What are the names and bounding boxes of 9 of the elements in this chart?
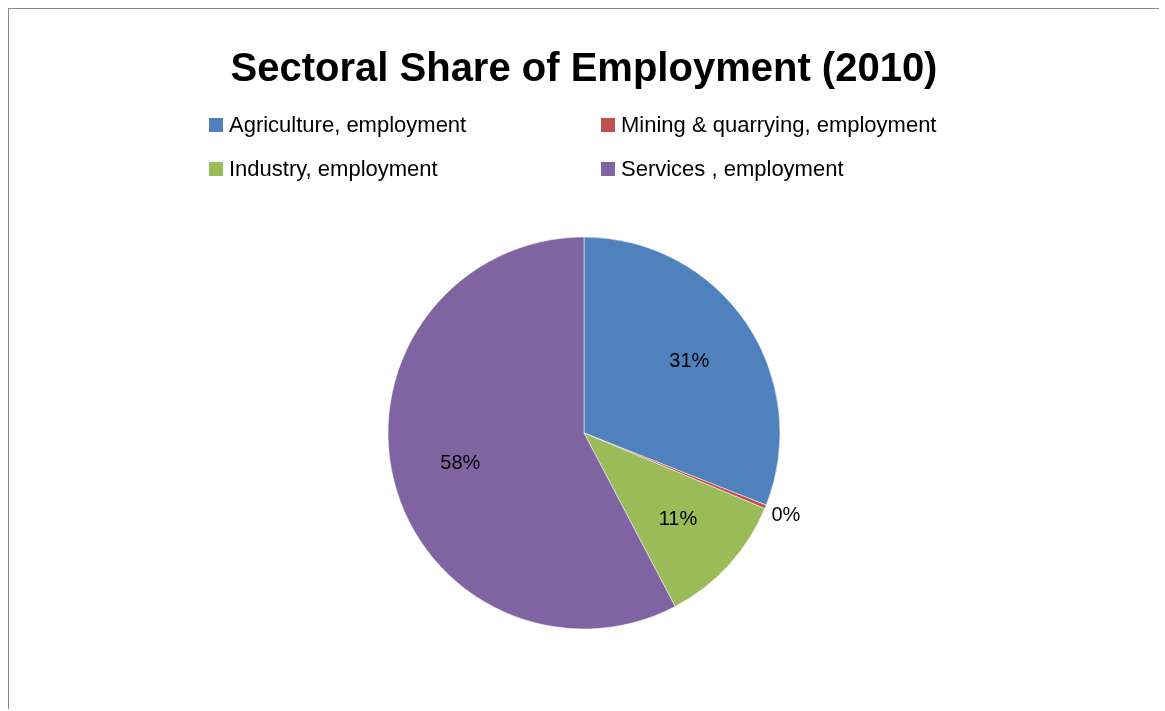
data-label: 11% <box>658 506 698 529</box>
legend-label: Mining & quarrying, employment <box>621 112 937 138</box>
data-label: 58% <box>440 451 481 474</box>
legend-label: Services , employment <box>621 156 844 182</box>
chart-title: Sectoral Share of Employment (2010) <box>229 44 939 90</box>
data-label: 0% <box>771 502 801 525</box>
legend-label: Industry, employment <box>229 156 438 182</box>
data-label: 31% <box>669 348 710 371</box>
legend-label: Agriculture, employment <box>229 112 467 138</box>
